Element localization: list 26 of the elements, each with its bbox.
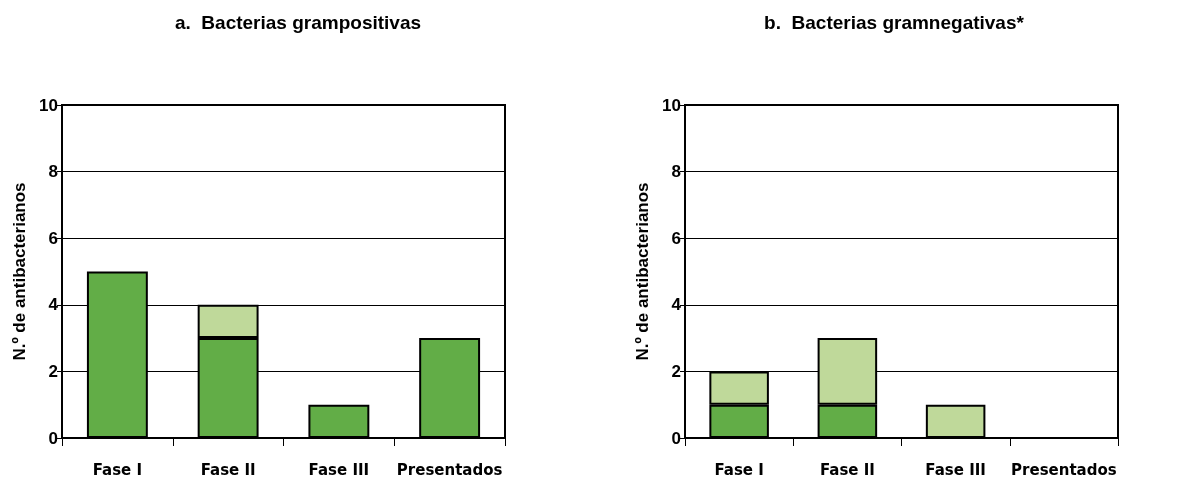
x-tick-label: Fase II (200, 460, 256, 479)
x-tick-label: Fase III (925, 460, 986, 479)
y-tick-label: 10 (39, 95, 58, 115)
y-tick-label: 6 (671, 228, 681, 248)
y-axis-title: N.º de antibacterianos (633, 182, 653, 361)
y-tick-label: 10 (662, 95, 681, 115)
y-tick-label: 4 (671, 295, 682, 315)
x-tick-label: Presentados (396, 460, 503, 479)
y-tick-label: 4 (48, 295, 59, 315)
chart-title: b. Bacterias gramnegativas* (764, 12, 1025, 33)
bar (925, 404, 986, 438)
y-tick-label: 6 (48, 228, 58, 248)
y-tick-label: 8 (48, 162, 58, 182)
x-tick-label: Presentados (1011, 460, 1117, 479)
x-tick-label: Fase II (819, 460, 875, 479)
y-tick-label: 0 (48, 428, 58, 448)
bar (308, 404, 370, 438)
y-axis-title: N.º de antibacterianos (10, 182, 30, 361)
x-tick-label: Fase I (92, 460, 143, 479)
y-tick-label: 2 (48, 361, 58, 381)
y-tick-label: 2 (671, 361, 681, 381)
y-tick-label: 8 (671, 162, 681, 182)
x-tick-label: Fase III (308, 460, 370, 479)
y-tick-label: 0 (671, 428, 681, 448)
x-tick-label: Fase I (714, 460, 764, 479)
chart-title: a. Bacterias grampositivas (174, 12, 422, 33)
